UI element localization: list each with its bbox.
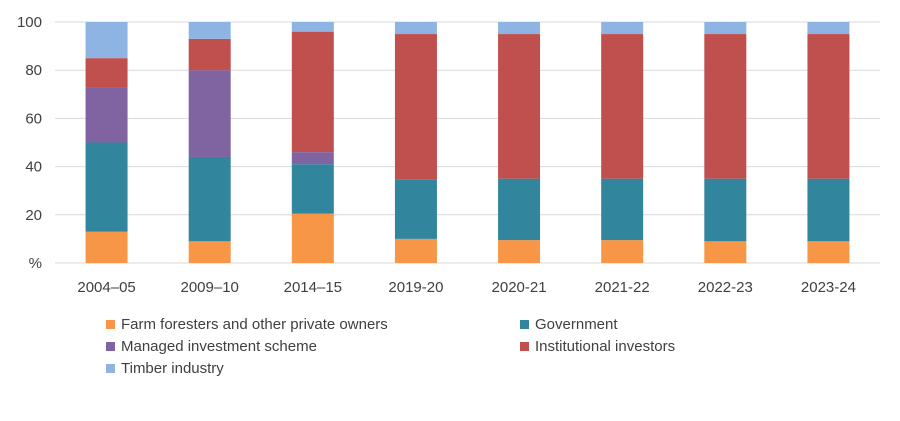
- bar-segment: [498, 178, 541, 241]
- y-tick-label: 20: [25, 207, 42, 224]
- bar-segment: [498, 34, 541, 179]
- legend-item-government: Government: [520, 314, 746, 334]
- bar-segment: [601, 178, 644, 241]
- bar-segment: [85, 87, 128, 143]
- bar-segment: [188, 22, 231, 39]
- x-tick-label: 2020-21: [492, 279, 547, 296]
- x-tick-label: 2014–15: [284, 279, 342, 296]
- y-tick-label: 80: [25, 62, 42, 79]
- x-tick-label: 2023-24: [801, 279, 856, 296]
- bar-segment: [807, 34, 850, 179]
- bar-segment: [807, 22, 850, 35]
- legend-item-managed-investment: Managed investment scheme: [106, 336, 520, 356]
- legend-item-farm-foresters: Farm foresters and other private owners: [106, 314, 520, 334]
- x-tick-label: 2004–05: [77, 279, 135, 296]
- bar-segment: [394, 238, 437, 263]
- bar-segment: [188, 156, 231, 242]
- bar-segment: [394, 34, 437, 180]
- bar-segment: [291, 31, 334, 153]
- x-axis-ticks: 2004–05 2009–10 2014–15 2019-20 2020-21 2021-…: [77, 279, 856, 296]
- bar-segment: [291, 22, 334, 32]
- bar-segment: [188, 241, 231, 263]
- bar-segment: [498, 240, 541, 263]
- legend-item-timber-industry: Timber industry: [106, 358, 520, 378]
- bar-segment: [85, 231, 128, 263]
- x-tick-label: 2021-22: [595, 279, 650, 296]
- x-tick-label: 2019-20: [388, 279, 443, 296]
- bars: [85, 22, 850, 263]
- bar-segment: [291, 152, 334, 165]
- legend-swatch: [106, 341, 115, 351]
- bar-segment: [807, 178, 850, 242]
- bar-segment: [704, 22, 747, 35]
- y-tick-label: 100: [17, 14, 42, 31]
- bar-segment: [394, 179, 437, 239]
- bar-segment: [498, 22, 541, 35]
- x-tick-label: 2022-23: [698, 279, 753, 296]
- bar-segment: [704, 34, 747, 179]
- legend-label: Managed investment scheme: [121, 337, 317, 355]
- legend-swatch: [106, 363, 115, 373]
- bar-segment: [85, 22, 128, 59]
- stacked-bar-chart: % 20 40 60 80 100 2004–05 2009–10 2014–15 2019-2…: [17, 14, 880, 296]
- y-tick-label: 60: [25, 110, 42, 127]
- legend-label: Farm foresters and other private owners: [121, 315, 388, 333]
- legend-label: Institutional investors: [535, 337, 676, 355]
- gridlines: [55, 21, 880, 264]
- legend-swatch: [520, 319, 529, 329]
- bar-segment: [188, 38, 231, 71]
- bar-segment: [601, 22, 644, 35]
- bar-segment: [188, 70, 231, 157]
- bar-segment: [85, 142, 128, 232]
- bar-segment: [704, 178, 747, 242]
- legend-swatch: [520, 341, 529, 351]
- x-tick-label: 2009–10: [180, 279, 238, 296]
- bar-segment: [704, 241, 747, 263]
- bar-segment: [601, 34, 644, 179]
- bar-segment: [601, 240, 644, 263]
- y-tick-label: 40: [25, 159, 42, 176]
- legend-label: Timber industry: [121, 359, 224, 377]
- bar-segment: [85, 58, 128, 88]
- bar-segment: [807, 241, 850, 263]
- y-axis-ticks: % 20 40 60 80 100: [17, 14, 42, 272]
- bar-segment: [291, 213, 334, 263]
- legend-label: Government: [535, 315, 618, 333]
- legend-item-institutional-investors: Institutional investors: [520, 336, 746, 356]
- bar-segment: [291, 164, 334, 214]
- legend: Farm foresters and other private owners …: [106, 314, 746, 378]
- y-tick-label: %: [29, 255, 42, 272]
- bar-segment: [394, 22, 437, 35]
- legend-swatch: [106, 319, 115, 329]
